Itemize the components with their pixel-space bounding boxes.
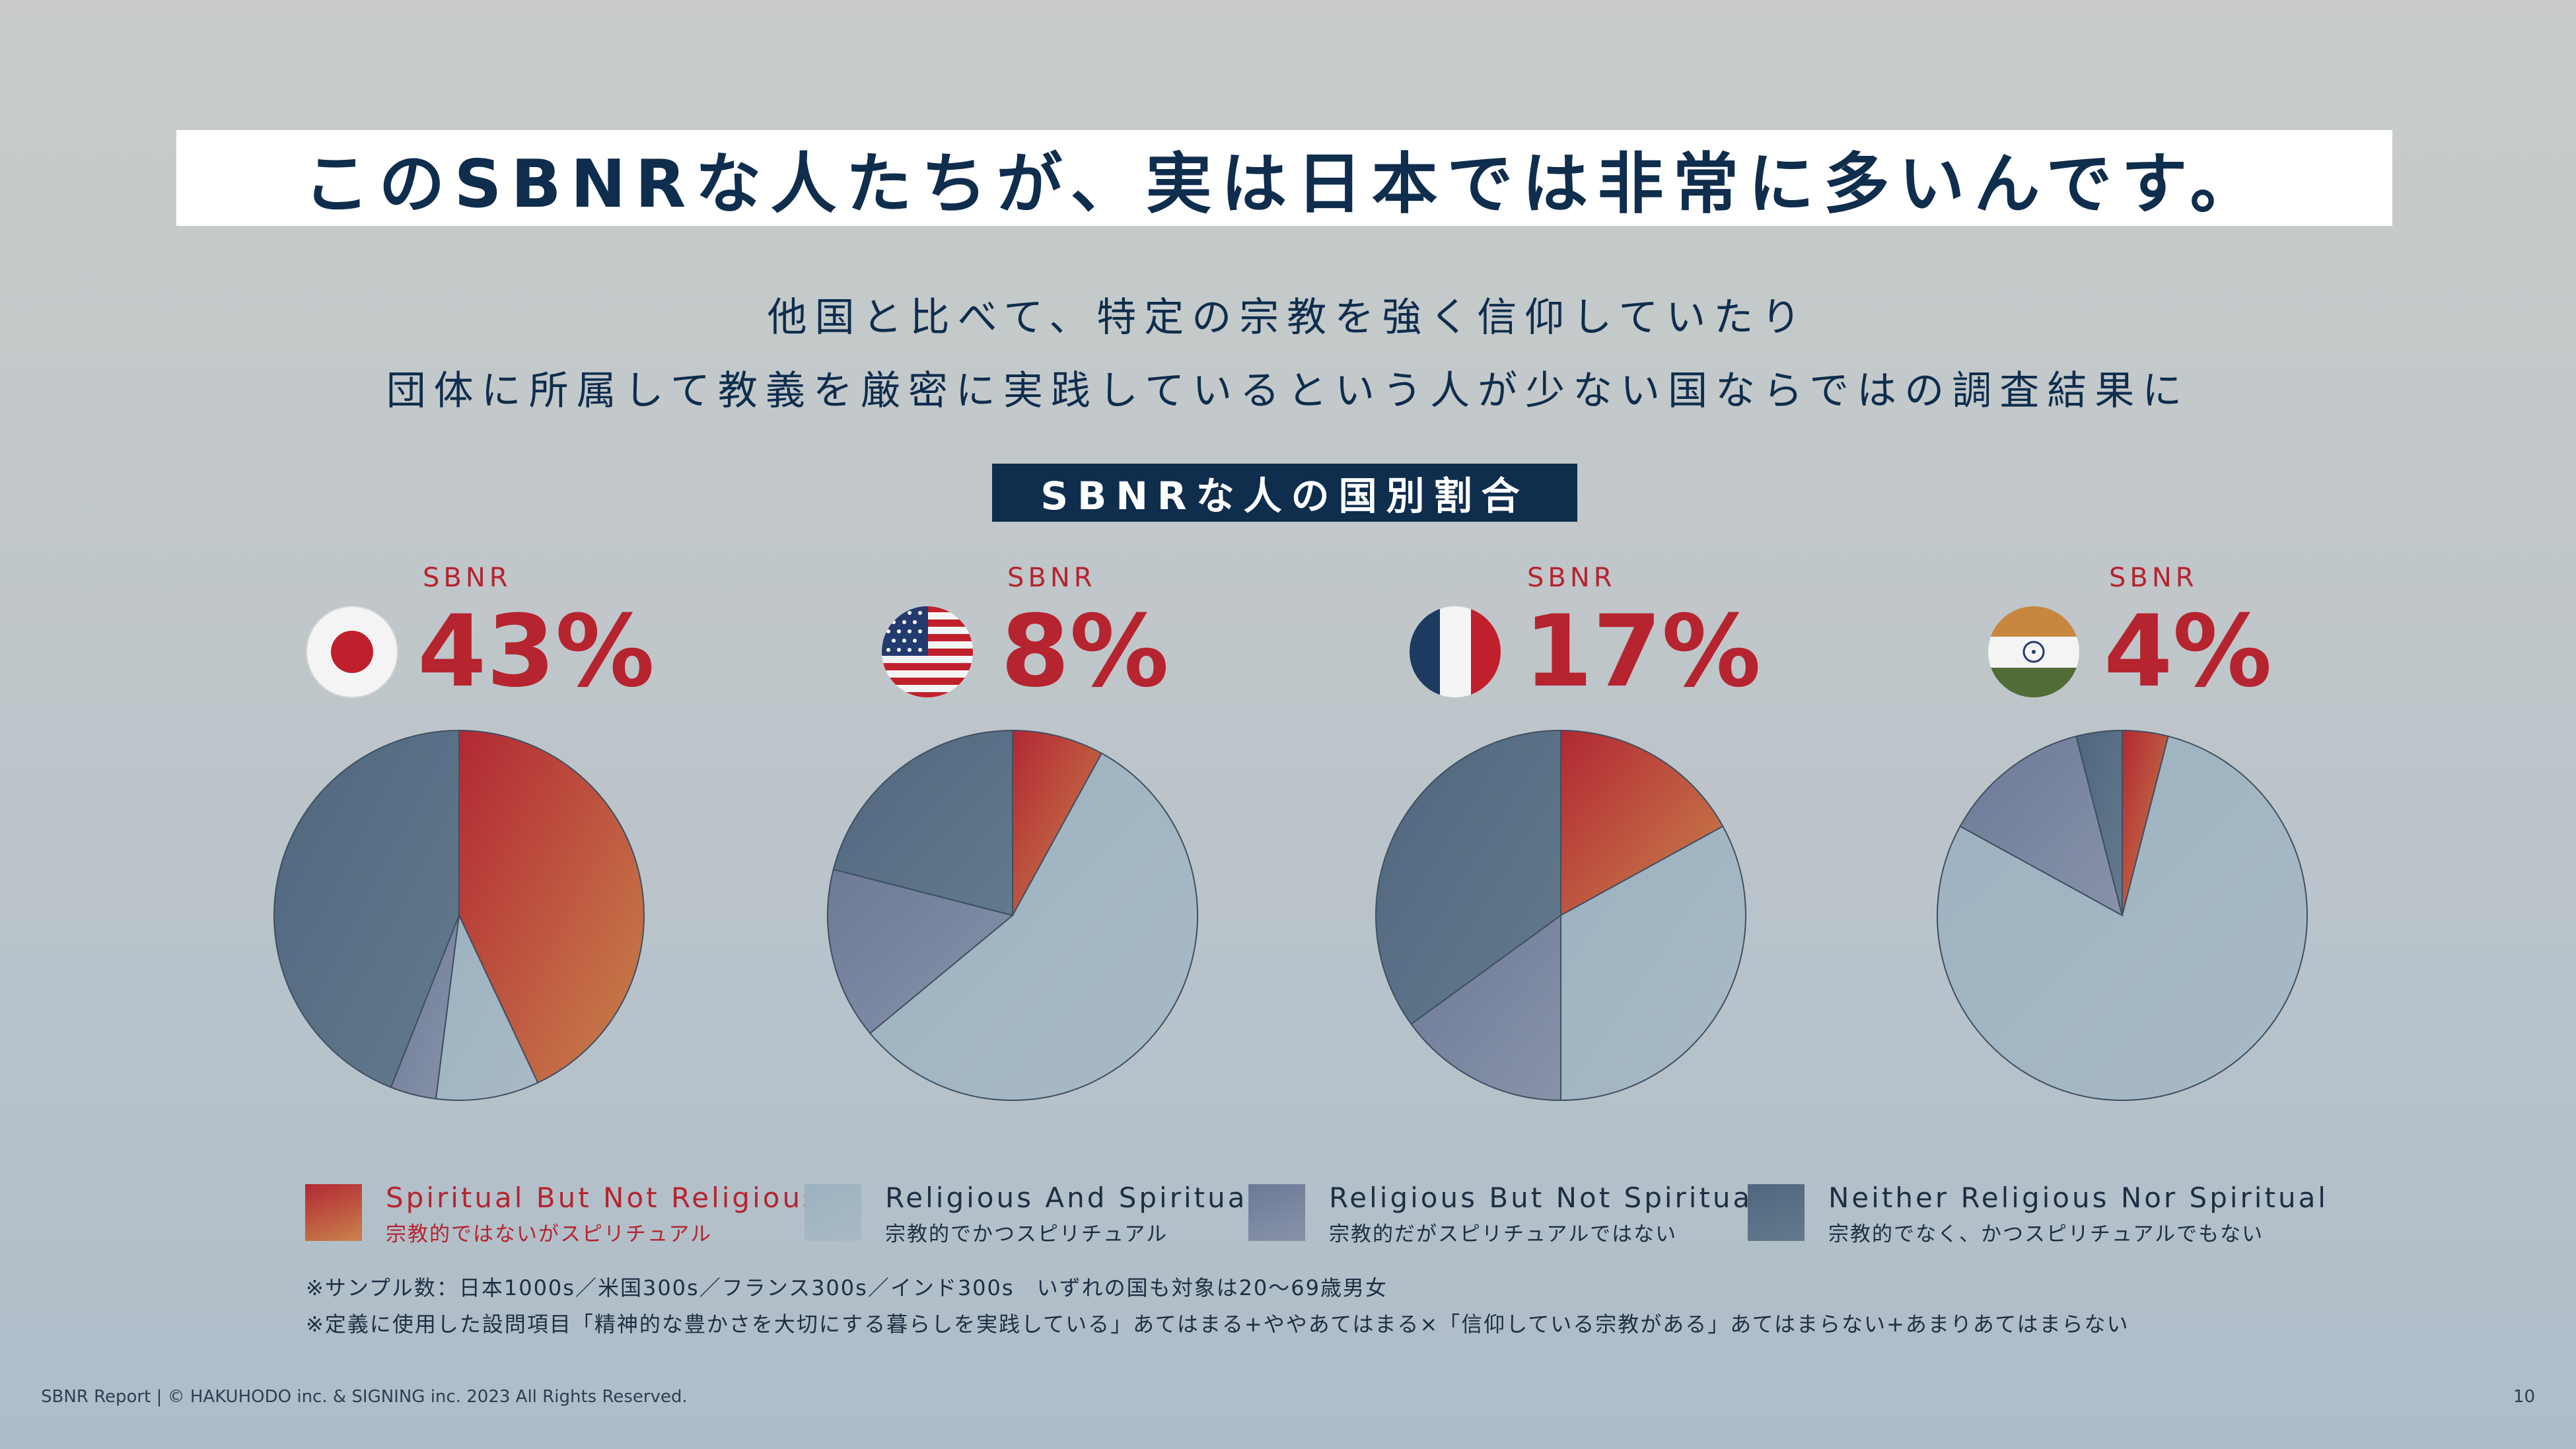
percent-usa: 8%	[1001, 594, 1169, 709]
percent-japan: 43%	[417, 594, 655, 709]
pie-slice-france-sbnr	[1560, 729, 1724, 917]
pie-slice-japan-neither	[273, 729, 460, 1088]
pie-slice-france-religious-and-spiritual	[1560, 825, 1746, 1102]
sbnr-tag-india: SBNR	[2109, 563, 2198, 593]
legend-label-ja: 宗教的でなく、かつスピリチュアルでもない	[1828, 1222, 2264, 1246]
legend-swatch-sbnr	[305, 1184, 362, 1241]
pie-slice-japan-religious-and-spiritual	[435, 913, 539, 1101]
pie-slice-france-religious-not-spiritual	[1410, 914, 1561, 1102]
pie-slice-usa-religious-not-spiritual	[827, 868, 1015, 1034]
pie-slice-india-religious-and-spiritual	[1937, 735, 2308, 1101]
percent-france: 17%	[1524, 594, 1762, 709]
section-label: SBNRな人の国別割合	[992, 464, 1577, 522]
japan-flag-icon	[306, 606, 398, 698]
page-title: このSBNRな人たちが、実は日本では非常に多いんです。	[303, 145, 2266, 223]
legend-label-en: Neither Religious Nor Spiritual	[1828, 1182, 2328, 1214]
pie-slice-usa-sbnr	[1012, 729, 1103, 916]
france-flag-icon	[1410, 606, 1501, 697]
legend-swatch-religious-not-spiritual	[1248, 1184, 1305, 1241]
subtitle-line-2: 団体に所属して教義を厳密に実践しているという人が少ない国ならではの調査結果に	[386, 368, 2190, 414]
title-banner: このSBNRな人たちが、実は日本では非常に多いんです。	[176, 130, 2392, 226]
legend-label-en: Religious And Spiritual	[885, 1182, 1258, 1214]
legend-label-en: Religious But Not Spiritual	[1329, 1182, 1763, 1214]
subtitle-line-1: 他国と比べて、特定の宗教を強く信仰していたり	[767, 295, 1809, 341]
legend-label-en: Spiritual But Not Religious	[386, 1182, 820, 1214]
note-definition: ※定義に使用した設問項目「精神的な豊かさを大切にする暮らしを実践している」あては…	[306, 1312, 2129, 1337]
pie-slice-india-neither	[2075, 729, 2123, 916]
legend-swatch-religious-and-spiritual	[805, 1184, 861, 1241]
india-flag-icon	[1988, 606, 2079, 697]
pie-slice-france-neither	[1375, 729, 1561, 1025]
percent-india: 4%	[2104, 594, 2272, 709]
legend-label-ja: 宗教的だがスピリチュアルではない	[1329, 1222, 1678, 1246]
pie-slice-usa-religious-and-spiritual	[869, 752, 1198, 1101]
legend-label-ja: 宗教的でかつスピリチュアル	[885, 1222, 1168, 1246]
page-number: 10	[2513, 1387, 2535, 1407]
pie-slice-japan-sbnr	[458, 729, 645, 1084]
sbnr-tag-japan: SBNR	[423, 563, 512, 593]
sbnr-tag-france: SBNR	[1527, 563, 1616, 593]
legend-swatch-neither	[1748, 1184, 1805, 1241]
note-sample-size: ※サンプル数：日本1000s／米国300s／フランス300s／インド300s い…	[306, 1275, 1388, 1300]
sbnr-tag-usa: SBNR	[1007, 563, 1096, 593]
legend-label-ja: 宗教的ではないがスピリチュアル	[386, 1222, 713, 1246]
pie-slice-usa-neither	[832, 729, 1013, 917]
usa-flag-icon	[882, 606, 973, 697]
footer-copyright: SBNR Report | © HAKUHODO inc. & SIGNING …	[41, 1387, 688, 1407]
pie-slice-india-religious-not-spiritual	[1959, 735, 2124, 917]
